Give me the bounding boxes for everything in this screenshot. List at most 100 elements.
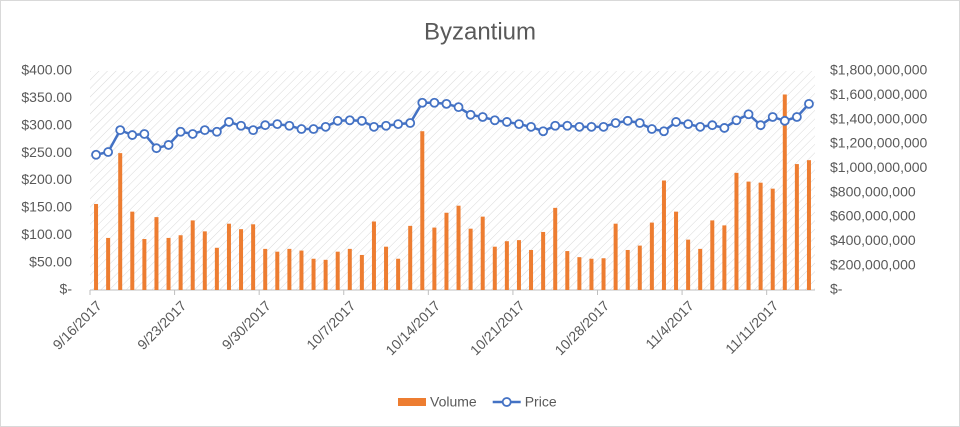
price-marker: [550, 120, 561, 131]
volume-bar: [226, 223, 231, 290]
volume-bar: [347, 248, 352, 290]
volume-bar: [432, 227, 437, 290]
price-marker: [163, 140, 174, 150]
volume-bar: [371, 221, 376, 290]
volume-bar: [782, 94, 787, 291]
volume-bar: [118, 153, 123, 290]
legend-swatch: [501, 397, 512, 407]
volume-bar: [516, 240, 521, 290]
volume-bar: [130, 211, 135, 290]
price-marker: [707, 120, 718, 131]
y-tick-label: $250.00: [21, 144, 72, 160]
price-marker: [453, 102, 464, 113]
y2-tick-label: $200,000,000: [830, 256, 916, 272]
volume-bar: [287, 248, 292, 290]
price-marker: [103, 147, 114, 157]
price-marker: [429, 97, 440, 108]
legend-swatch: [398, 398, 426, 406]
volume-bar: [565, 251, 570, 290]
price-marker: [187, 129, 198, 139]
volume-bar: [686, 239, 691, 290]
volume-bar: [529, 249, 534, 290]
price-marker: [224, 117, 234, 127]
volume-bar: [553, 207, 558, 290]
price-marker: [91, 149, 101, 160]
y2-tick-label: $400,000,000: [830, 232, 916, 248]
price-marker: [526, 121, 536, 132]
plot-area: [90, 71, 815, 290]
volume-bar: [601, 258, 606, 290]
volume-bar: [263, 248, 268, 290]
price-marker: [574, 121, 585, 132]
price-marker: [767, 112, 778, 122]
y-tick-label: $50.00: [29, 253, 72, 269]
legend-label: Volume: [430, 394, 477, 410]
volume-bar: [637, 245, 642, 290]
price-marker: [489, 115, 500, 126]
volume-bar: [142, 239, 147, 290]
chart-title: Byzantium: [424, 18, 536, 45]
price-marker: [115, 125, 126, 136]
volume-bar: [661, 180, 666, 290]
price-marker: [514, 119, 524, 130]
y-tick-label: $300.00: [21, 116, 72, 132]
volume-bar: [468, 228, 473, 290]
price-marker: [417, 97, 428, 108]
volume-bar: [251, 224, 256, 290]
price-marker: [272, 119, 283, 130]
price-marker: [731, 115, 742, 126]
price-marker: [659, 126, 669, 137]
price-marker: [586, 121, 597, 132]
legend-label: Price: [525, 394, 557, 410]
price-marker: [634, 118, 645, 128]
price-marker: [320, 121, 331, 132]
price-marker: [211, 126, 222, 137]
volume-bar: [649, 222, 654, 290]
volume-bar: [311, 258, 316, 290]
price-marker: [538, 126, 549, 137]
volume-bar: [504, 241, 509, 290]
volume-bar: [577, 257, 582, 290]
price-marker: [755, 120, 766, 131]
price-marker: [695, 121, 706, 132]
price-marker: [465, 109, 476, 120]
volume-bar: [94, 203, 99, 290]
volume-bar: [384, 246, 389, 290]
volume-bar: [408, 225, 413, 290]
price-marker: [405, 118, 416, 128]
volume-bar: [456, 205, 461, 290]
volume-bar: [625, 249, 630, 290]
price-marker: [127, 130, 138, 140]
price-marker: [381, 120, 391, 131]
price-marker: [646, 124, 657, 134]
y2-tick-label: $800,000,000: [830, 183, 916, 199]
y-tick-label: $100.00: [21, 226, 72, 242]
price-marker: [779, 115, 790, 126]
volume-bar: [492, 246, 497, 290]
volume-bar: [806, 160, 811, 290]
y-tick-label: $350.00: [21, 89, 72, 105]
volume-bar: [420, 131, 425, 290]
volume-bar: [746, 181, 751, 290]
price-marker: [441, 98, 452, 109]
volume-bar: [106, 237, 111, 290]
volume-bar: [323, 259, 328, 290]
price-marker: [369, 121, 379, 132]
y2-tick-label: $600,000,000: [830, 208, 916, 224]
price-marker: [199, 125, 210, 136]
volume-bar: [710, 220, 715, 290]
volume-bar: [734, 172, 739, 290]
price-marker: [332, 115, 343, 126]
volume-bar: [214, 247, 219, 290]
price-marker: [356, 115, 367, 126]
price-marker: [598, 121, 609, 132]
price-marker: [175, 126, 186, 137]
price-marker: [719, 123, 730, 133]
price-marker: [671, 117, 681, 127]
volume-bar: [178, 235, 183, 290]
price-marker: [308, 124, 319, 134]
volume-bar: [444, 212, 449, 290]
y-tick-label: $-: [60, 281, 73, 297]
y2-tick-label: $1,000,000,000: [830, 159, 928, 175]
